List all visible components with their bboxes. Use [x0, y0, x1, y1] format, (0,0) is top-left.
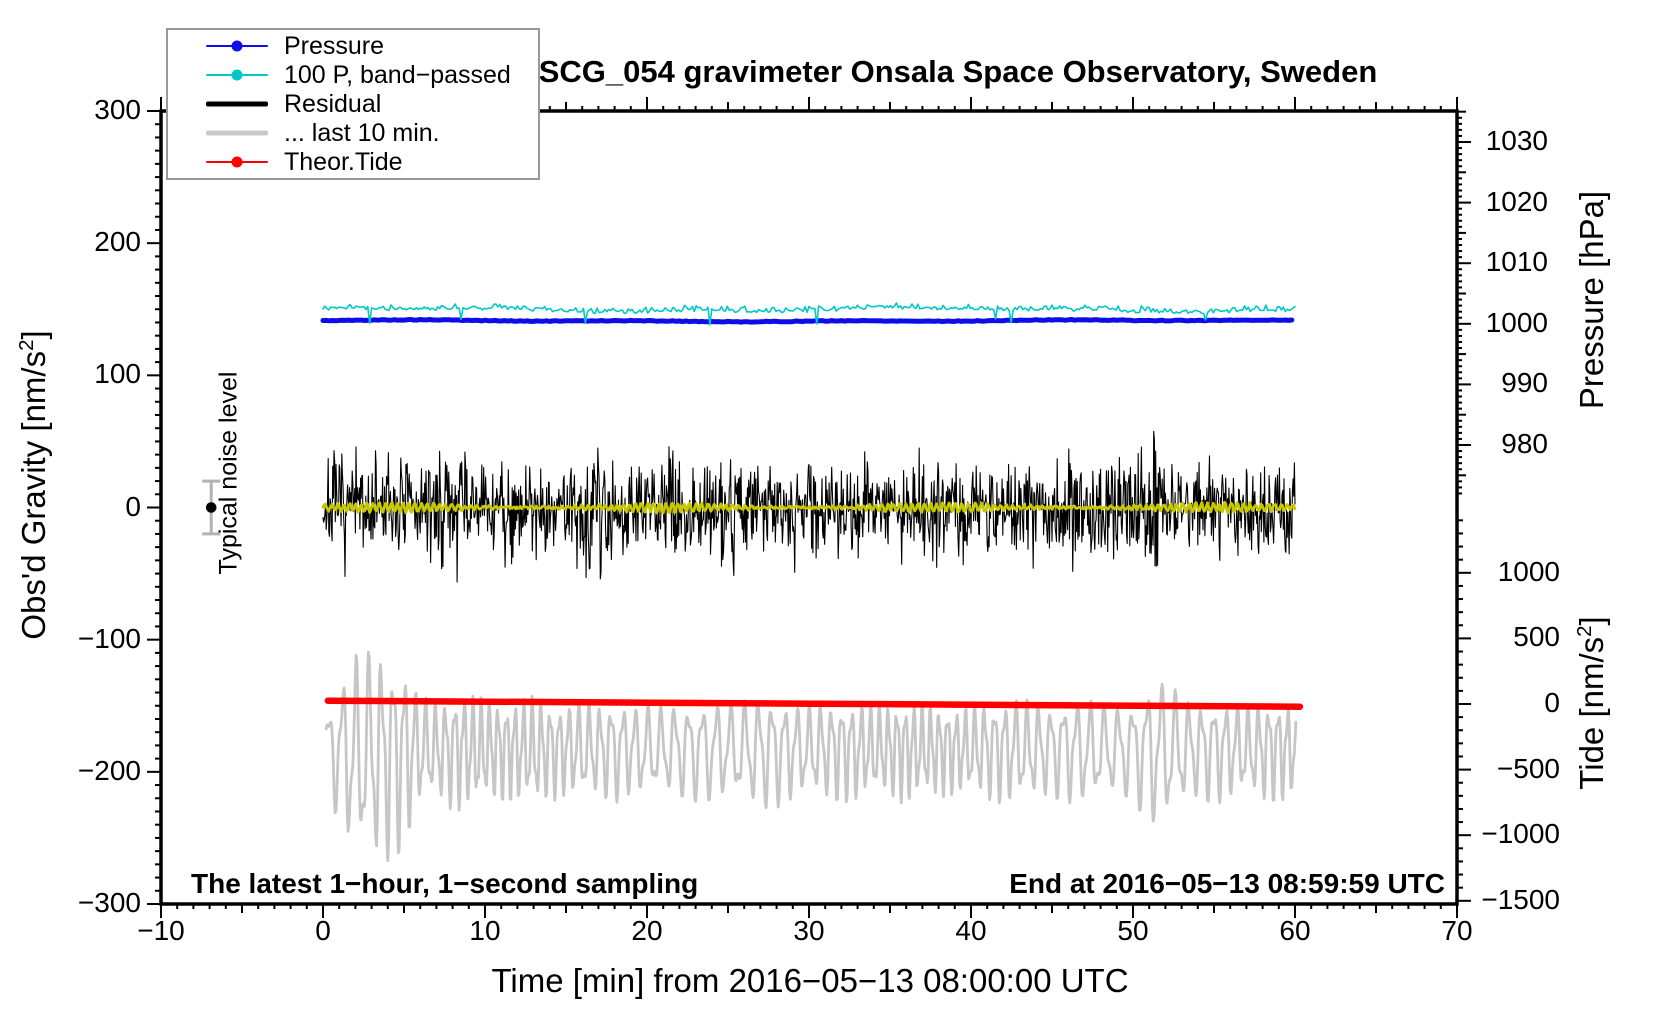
- legend-label: Pressure: [284, 31, 385, 60]
- legend-item-residual: Residual: [168, 89, 538, 118]
- gravity-axis-ticks: [147, 110, 161, 905]
- x-tick-label: 20: [631, 915, 663, 946]
- legend-label: 100 P, band−passed: [284, 60, 511, 89]
- x-tick-label: 60: [1279, 915, 1311, 946]
- legend-item-last-10-min: ... last 10 min.: [168, 118, 538, 147]
- pressure-axis-label: Pressure [hPa]: [1573, 190, 1610, 410]
- legend-label: Residual: [284, 89, 382, 118]
- band-passed-line-sample: [206, 68, 268, 82]
- gravity-tick-label: −200: [77, 754, 141, 786]
- band-passed-dot-icon: [231, 69, 243, 81]
- tide-tick-label: 1000: [1497, 555, 1560, 587]
- sampling-annotation: The latest 1−hour, 1−second sampling: [191, 868, 699, 899]
- tide-tick-label: −1500: [1481, 883, 1560, 915]
- x-axis-label: Time [min] from 2016−05−13 08:00:00 UTC: [491, 962, 1129, 999]
- legend-item-band-passed: 100 P, band−passed: [168, 60, 538, 89]
- pressure-tick-label: 990: [1501, 367, 1548, 399]
- theor-tide-line-sample: [206, 155, 268, 169]
- noise-level-label: Typical noise level: [214, 371, 243, 575]
- pressure-axis-ticks: [1457, 110, 1471, 495]
- gravity-axis-label: Obs'd Gravity [nm/s2]: [15, 330, 53, 639]
- legend-item-theor-tide: Theor.Tide: [168, 147, 538, 176]
- end-time-annotation: End at 2016−05−13 08:59:59 UTC: [1009, 868, 1445, 899]
- tide-axis-label-text: Tide [nm/s: [1573, 636, 1610, 790]
- tide-axis-ticks: [1457, 519, 1471, 902]
- x-tick-label: −10: [137, 915, 185, 946]
- gravity-tick-label: 100: [94, 358, 141, 390]
- pressure-tick-label: 1010: [1485, 246, 1548, 278]
- noise-level-marker: [202, 479, 221, 536]
- gravity-tick-label: 300: [94, 94, 141, 125]
- tide-tick-label: −1000: [1481, 818, 1560, 850]
- pressure-line-sample: [206, 39, 268, 53]
- chart-title: SCG_054 gravimeter Onsala Space Observat…: [538, 54, 1378, 89]
- tide-tick-label: −500: [1496, 752, 1560, 784]
- x-tick-label: 50: [1117, 915, 1149, 946]
- x-tick-label: 30: [793, 915, 825, 946]
- legend: Pressure 100 P, band−passed Residual ...…: [166, 28, 540, 180]
- x-tick-label: 0: [315, 915, 331, 946]
- residual-line-sample: [206, 97, 268, 111]
- gravity-axis-label-sup: 2: [15, 339, 38, 351]
- pressure-tick-label: 1030: [1485, 125, 1548, 156]
- gravity-tick-label: 200: [94, 226, 141, 258]
- theor-tide-dot-icon: [231, 156, 243, 168]
- gravity-axis-label-text: Obs'd Gravity [nm/s: [15, 350, 52, 640]
- last-10-min-line-sample: [206, 126, 268, 140]
- x-tick-label: 10: [469, 915, 501, 946]
- x-tick-label: 70: [1441, 915, 1473, 946]
- tide-axis-label-end: ]: [1573, 616, 1610, 626]
- tide-tick-label: 500: [1513, 621, 1560, 653]
- pressure-tick-label: 980: [1501, 428, 1548, 459]
- pressure-tick-label: 1020: [1485, 185, 1548, 217]
- legend-label: Theor.Tide: [284, 147, 403, 176]
- noise-level-dot: [205, 502, 217, 513]
- pressure-dot-icon: [231, 40, 243, 52]
- gravity-axis-label-end: ]: [15, 330, 52, 340]
- x-tick-label: 40: [955, 915, 987, 946]
- gravity-tick-label: 0: [125, 490, 141, 522]
- gravity-tick-label: −100: [77, 622, 141, 654]
- pressure-tick-label: 1000: [1485, 306, 1548, 338]
- tide-axis-label-sup: 2: [1573, 625, 1596, 637]
- data-series: [320, 302, 1304, 862]
- gravity-tick-label: −300: [77, 887, 141, 918]
- tide-tick-label: 0: [1544, 687, 1560, 718]
- tide-axis-label: Tide [nm/s2]: [1573, 616, 1611, 789]
- legend-item-pressure: Pressure: [168, 31, 538, 60]
- legend-label: ... last 10 min.: [284, 118, 440, 147]
